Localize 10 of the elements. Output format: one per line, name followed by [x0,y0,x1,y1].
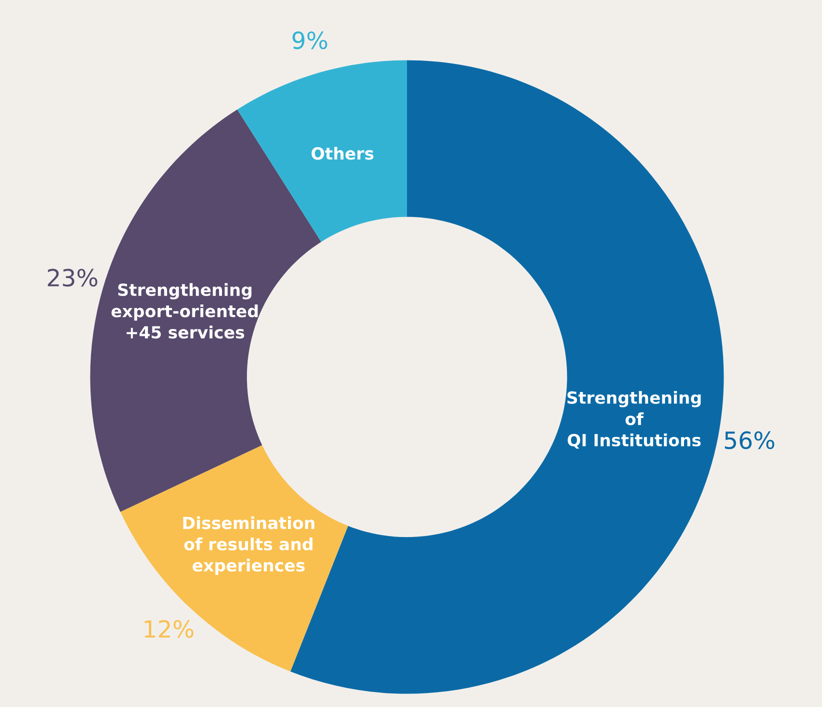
slice-label: Strengthening export-oriented +45 services [111,283,258,339]
data-label: 56% [724,431,774,450]
slice-label: Dissemination of results and experiences [183,516,314,575]
donut-slice [120,445,348,672]
data-label: 23% [48,268,98,287]
slice-label: Strengthening of QI Institutions [567,391,701,449]
slice-label: Others [312,146,374,160]
data-label: 12% [144,620,194,638]
data-label: 9% [292,31,328,50]
donut-slice [237,60,407,242]
